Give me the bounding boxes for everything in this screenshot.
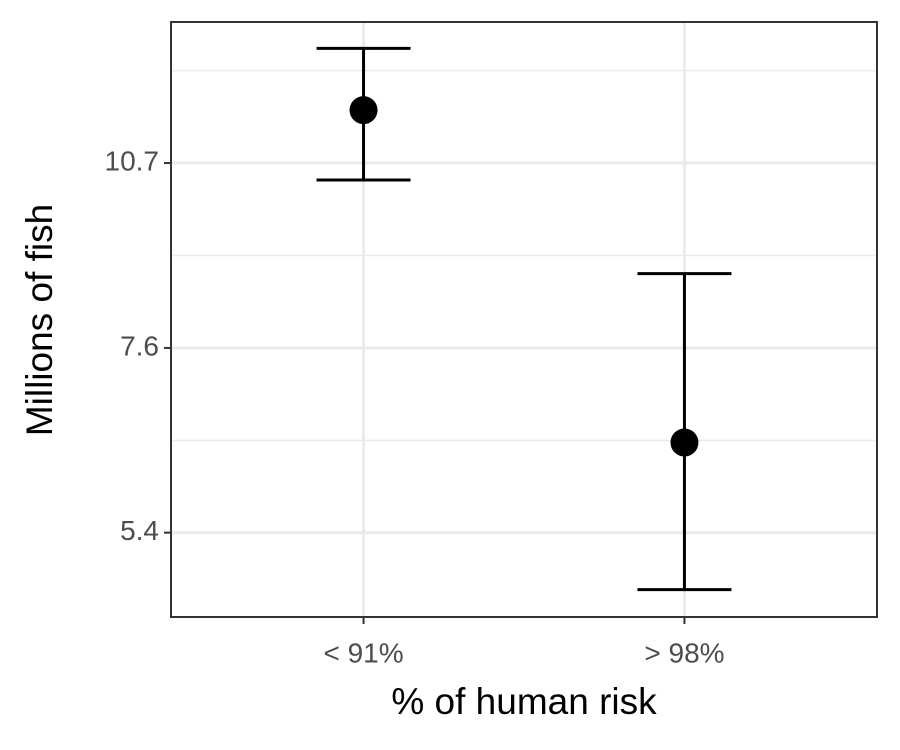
- x-axis-title: % of human risk: [391, 681, 657, 722]
- y-tick-label: 10.7: [105, 145, 160, 176]
- y-axis-title: Millions of fish: [19, 204, 60, 436]
- panel-border: [170, 21, 878, 618]
- y-tick-label: 5.4: [120, 515, 159, 546]
- x-tick-label: < 91%: [323, 637, 403, 668]
- point: [670, 428, 699, 457]
- y-tick-label: 7.6: [120, 330, 159, 361]
- point: [349, 96, 378, 125]
- marks: [316, 46, 732, 592]
- x-tick-label: > 98%: [644, 637, 724, 668]
